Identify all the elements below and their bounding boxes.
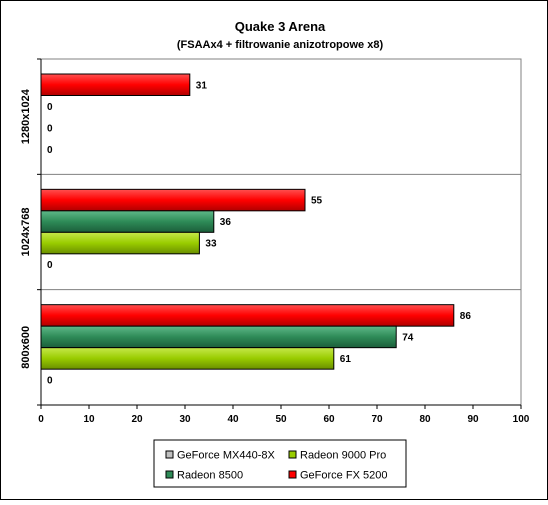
bar-geforce-fx-5200-1024x768 [40,188,306,212]
x-tick-label: 0 [38,414,44,425]
legend-box [153,439,407,488]
bar-geforce-fx-5200-1280x1024 [40,73,191,96]
data-label: 36 [220,217,232,228]
x-tick-label: 90 [467,414,479,425]
x-tick-label: 60 [323,414,335,425]
legend-swatch [165,470,174,479]
x-tick-label: 50 [275,414,287,425]
data-label: 61 [340,354,352,365]
x-tick-label: 80 [419,414,431,425]
legend-swatch [288,470,297,479]
x-tick-label: 100 [513,414,530,425]
bar-geforce-fx-5200-800x600 [40,304,455,327]
bar-radeon-8500-1024x768 [40,210,215,233]
legend-label: GeForce FX 5200 [300,470,387,482]
category-label: 1024x768 [20,208,32,257]
legend-swatch [165,450,174,459]
legend-label: GeForce MX440-8X [177,450,275,462]
chart-subtitle: (FSAAx4 + filtrowanie anizotropowe x8) [177,39,384,51]
legend-swatch [288,450,297,459]
bar-radeon-8500-800x600 [40,325,397,349]
legend-label: Radeon 8500 [177,470,243,482]
data-label: 33 [205,239,217,250]
x-tick-label: 20 [131,414,143,425]
x-tick-label: 40 [227,414,239,425]
data-label: 31 [196,80,208,91]
category-label: 800x600 [20,326,32,369]
data-label: 0 [47,375,53,386]
x-tick-label: 70 [371,414,383,425]
chart-title: Quake 3 Arena [235,19,326,34]
bar-radeon-9000-pro-1024x768 [40,231,200,255]
x-tick-label: 30 [179,414,191,425]
bar-radeon-9000-pro-800x600 [40,347,335,370]
data-label: 0 [47,260,53,271]
data-label: 86 [460,311,472,322]
legend-label: Radeon 9000 Pro [300,450,386,462]
data-label: 55 [311,196,323,207]
category-label: 1280x1024 [20,88,32,144]
data-label: 0 [47,123,53,134]
data-label: 0 [47,145,53,156]
data-label: 0 [47,102,53,113]
x-tick-label: 10 [83,414,95,425]
data-label: 74 [402,332,414,343]
